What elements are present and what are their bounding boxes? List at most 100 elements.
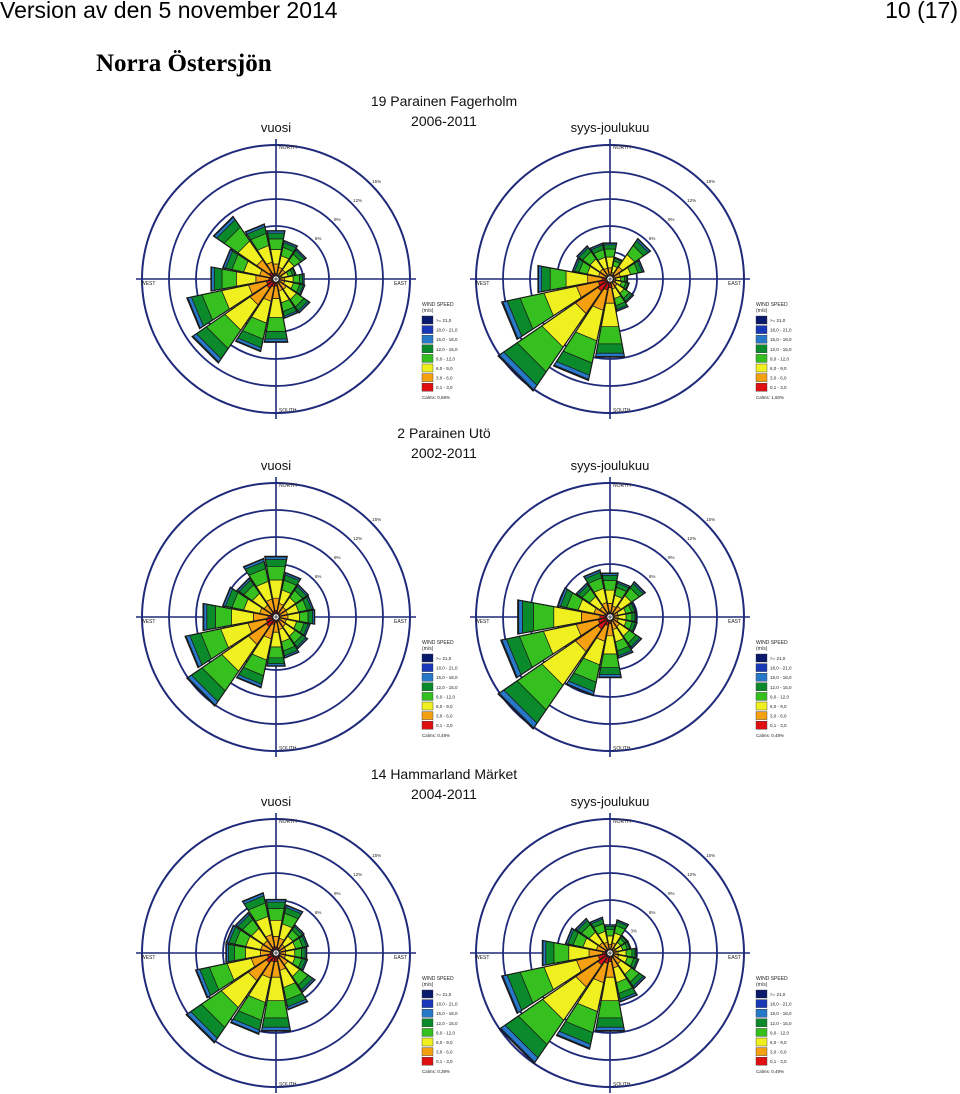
legend-swatch	[421, 344, 434, 353]
legend-swatch	[421, 692, 434, 701]
compass-east: EAST	[728, 281, 741, 287]
ring-label: 15%	[706, 517, 715, 522]
legend-label: 3,0 - 6,0	[770, 714, 787, 719]
petal-outline	[266, 230, 286, 280]
compass-west: WEST	[141, 619, 155, 625]
legend-label: 15,0 - 18,0	[770, 337, 792, 342]
wind-rose-1: 19 Parainen Fagerholm 2006-2011 vuosi NORTH…	[136, 93, 517, 419]
petal-outline	[500, 952, 611, 1015]
legend-label: 3,0 - 6,0	[436, 1050, 453, 1055]
legend-title: WIND SPEED	[422, 640, 454, 646]
legend-label: 12,0 - 15,0	[436, 1021, 458, 1026]
legend-swatch	[421, 673, 434, 682]
legend-swatch	[755, 373, 768, 382]
legend-label: 0,1 - 3,0	[770, 385, 787, 390]
petal-segment	[595, 1026, 625, 1031]
petal-segment	[228, 943, 235, 963]
legend-label: 18,0 - 21,0	[770, 328, 792, 333]
petal-segment	[261, 1017, 291, 1028]
petal-outline	[202, 602, 277, 632]
legend-swatch	[755, 1028, 768, 1037]
legend-label: 3,0 - 6,0	[770, 1050, 787, 1055]
compass-north: NORTH	[613, 819, 631, 825]
petal-segment	[264, 556, 288, 560]
petal-outline	[537, 264, 611, 294]
legend-label: 9,0 - 12,0	[436, 1030, 456, 1035]
page-header-version: Version av den 5 november 2014	[0, 0, 338, 23]
petal-outline	[552, 278, 611, 382]
petal-segment	[597, 1000, 623, 1019]
ring-label: 6%	[649, 910, 656, 915]
petal-segment	[598, 674, 622, 678]
petal-segment	[553, 942, 570, 964]
petal-segment	[261, 1026, 291, 1031]
petal-segment	[267, 908, 285, 921]
legend-swatch	[755, 989, 768, 999]
ring-label: 12%	[687, 198, 696, 203]
petal-outline	[229, 952, 277, 1036]
legend-label: 3,0 - 6,0	[436, 714, 453, 719]
compass-south: SOUTH	[613, 746, 631, 752]
legend-label: 18,0 - 21,0	[436, 1002, 458, 1007]
petal-segment	[595, 1017, 625, 1028]
legend-label: 12,0 - 15,0	[770, 1021, 792, 1026]
petal-outline	[275, 952, 309, 1011]
legend-swatch	[755, 692, 768, 701]
legend-swatch	[421, 721, 434, 730]
ring-label: 9%	[334, 217, 341, 222]
calms-label: Calms: 0,49%	[422, 733, 450, 738]
petal-segment	[298, 273, 304, 285]
legend-label: 12,0 - 15,0	[436, 347, 458, 352]
compass-west: WEST	[475, 619, 489, 625]
legend-label: 18,0 - 21,0	[770, 666, 792, 671]
petal-outline	[212, 215, 277, 280]
legend-label: 6,0 - 9,0	[770, 366, 787, 371]
legend-label: 15,0 - 18,0	[436, 337, 458, 342]
legend-swatch	[421, 315, 434, 325]
legend-swatch	[755, 315, 768, 325]
petal-segment	[522, 600, 534, 634]
legend-label: 15,0 - 18,0	[770, 675, 792, 680]
petal-segment	[263, 1000, 289, 1019]
legend-label: 9,0 - 12,0	[436, 694, 456, 699]
station-years: 2002-2011	[411, 445, 477, 461]
period-label: syys-joulukuu	[571, 794, 650, 809]
compass-south: SOUTH	[279, 408, 297, 414]
station-title: 2 Parainen Utö	[397, 425, 491, 441]
legend-label: 6,0 - 9,0	[770, 704, 787, 709]
ring-label: 15%	[706, 179, 715, 184]
petal-outline	[497, 278, 611, 392]
petal-segment	[538, 265, 542, 293]
legend-label: >= 21,0	[770, 992, 786, 997]
period-label: vuosi	[261, 794, 291, 809]
ring-label: 3%	[631, 928, 638, 933]
legend-swatch	[421, 999, 434, 1008]
petal-outline	[185, 616, 277, 708]
legend-swatch	[421, 335, 434, 344]
ring-label: 12%	[353, 536, 362, 541]
petal-segment	[264, 331, 288, 340]
legend-label: 6,0 - 9,0	[436, 1040, 453, 1045]
ring-label: 6%	[649, 574, 656, 579]
section-heading: Norra Östersjön	[96, 50, 272, 77]
legend-unit: (m/s)	[756, 982, 768, 988]
petal-segment	[221, 268, 237, 290]
petal-outline	[234, 911, 277, 954]
legend-swatch	[755, 663, 768, 672]
petal-segment	[541, 265, 551, 293]
legend-label: 15,0 - 18,0	[436, 1011, 458, 1016]
petal-segment	[267, 232, 285, 240]
petal-segment	[549, 267, 567, 291]
legend-swatch	[755, 653, 768, 663]
compass-north: NORTH	[279, 483, 297, 489]
period-label: vuosi	[261, 458, 291, 473]
legend-swatch	[755, 999, 768, 1008]
ring-label: 6%	[649, 236, 656, 241]
legend-label: 0,1 - 3,0	[436, 385, 453, 390]
legend-swatch	[421, 701, 434, 711]
petal-outline	[225, 942, 277, 964]
ring-label: 9%	[668, 891, 675, 896]
compass-east: EAST	[728, 619, 741, 625]
legend-label: 0,1 - 3,0	[770, 1059, 787, 1064]
